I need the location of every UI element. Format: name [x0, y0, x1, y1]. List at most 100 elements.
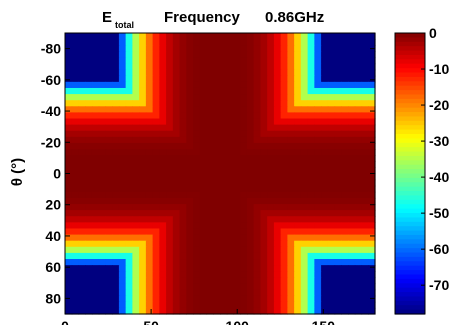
heatmap-cell: [186, 222, 194, 230]
heatmap-cell: [287, 167, 295, 175]
heatmap-cell: [112, 106, 120, 114]
heatmap-cell: [206, 204, 214, 211]
heatmap-cell: [65, 197, 73, 205]
heatmap-cell: [112, 234, 120, 242]
heatmap-cell: [199, 161, 208, 168]
heatmap-cell: [152, 216, 160, 223]
heatmap-cell: [361, 289, 369, 297]
heatmap-cell: [91, 75, 100, 83]
heatmap-cell: [132, 106, 140, 114]
heatmap-cell: [287, 75, 295, 83]
heatmap-cell: [166, 130, 174, 138]
heatmap-cell: [341, 69, 349, 77]
heatmap-cell: [240, 167, 248, 175]
heatmap-cell: [112, 259, 120, 266]
heatmap-cell: [78, 191, 86, 199]
heatmap-cell: [240, 45, 248, 52]
heatmap-cell: [314, 173, 322, 181]
heatmap-cell: [125, 130, 133, 138]
heatmap-cell: [71, 112, 80, 120]
heatmap-cell: [287, 179, 295, 187]
heatmap-cell: [166, 259, 174, 266]
heatmap-cell: [172, 185, 181, 193]
heatmap-cell: [280, 167, 288, 175]
heatmap-cell: [253, 271, 262, 278]
heatmap-cell: [65, 179, 73, 187]
heatmap-cell: [65, 33, 73, 40]
heatmap-cell: [152, 179, 160, 187]
heatmap-cell: [307, 252, 315, 260]
heatmap-cell: [159, 277, 167, 285]
heatmap-cell: [220, 252, 228, 260]
heatmap-cell: [253, 57, 262, 65]
heatmap-cell: [125, 234, 133, 242]
heatmap-cell: [78, 240, 86, 248]
heatmap-cell: [172, 222, 181, 230]
heatmap-cell: [334, 216, 342, 223]
heatmap-cell: [91, 234, 100, 242]
heatmap-cell: [112, 57, 120, 65]
heatmap-cell: [246, 149, 255, 156]
heatmap-cell: [321, 63, 329, 71]
heatmap-cell: [294, 106, 302, 114]
heatmap-cell: [287, 259, 295, 266]
heatmap-cell: [253, 124, 262, 132]
heatmap-cell: [233, 75, 241, 83]
heatmap-cell: [213, 94, 221, 101]
heatmap-cell: [112, 39, 120, 46]
heatmap-cell: [327, 179, 336, 187]
heatmap-cell: [260, 39, 268, 46]
heatmap-cell: [98, 197, 107, 205]
heatmap-cell: [294, 295, 302, 303]
heatmap-cell: [193, 81, 201, 89]
heatmap-cell: [71, 100, 80, 107]
heatmap-cell: [152, 252, 160, 260]
heatmap-cell: [341, 136, 349, 144]
heatmap-cell: [327, 94, 336, 101]
heatmap-cell: [172, 191, 181, 199]
heatmap-cell: [260, 112, 268, 120]
heatmap-cell: [179, 100, 187, 107]
heatmap-cell: [267, 69, 275, 77]
heatmap-cell: [139, 179, 147, 187]
heatmap-cell: [287, 39, 295, 46]
heatmap-cell: [267, 136, 275, 144]
heatmap-cell: [65, 130, 73, 138]
heatmap-cell: [78, 57, 86, 65]
heatmap-cell: [213, 252, 221, 260]
heatmap-cell: [85, 87, 93, 95]
heatmap-cell: [186, 45, 194, 52]
heatmap-cell: [139, 216, 147, 223]
heatmap-cell: [327, 124, 336, 132]
heatmap-cell: [327, 191, 336, 199]
heatmap-cell: [233, 295, 241, 303]
heatmap-cell: [354, 259, 363, 266]
heatmap-cell: [193, 45, 201, 52]
heatmap-cell: [300, 289, 309, 297]
heatmap-cell: [98, 57, 107, 65]
heatmap-cell: [321, 136, 329, 144]
heatmap-cell: [253, 33, 262, 40]
heatmap-cell: [98, 252, 107, 260]
heatmap-cell: [327, 130, 336, 138]
heatmap-cell: [246, 295, 255, 303]
heatmap-cell: [300, 100, 309, 107]
heatmap-cell: [65, 271, 73, 278]
heatmap-cell: [132, 204, 140, 211]
heatmap-cell: [179, 295, 187, 303]
heatmap-cell: [166, 33, 174, 40]
heatmap-cell: [240, 100, 248, 107]
heatmap-cell: [294, 252, 302, 260]
heatmap-cell: [220, 87, 228, 95]
heatmap-cell: [361, 252, 369, 260]
heatmap-cell: [193, 167, 201, 175]
heatmap-cell: [186, 271, 194, 278]
heatmap-cell: [139, 136, 147, 144]
heatmap-cell: [118, 234, 127, 242]
heatmap-cell: [179, 222, 187, 230]
heatmap-cell: [159, 39, 167, 46]
heatmap-cell: [287, 161, 295, 168]
heatmap-cell: [267, 87, 275, 95]
heatmap-cell: [334, 173, 342, 181]
heatmap-cell: [267, 106, 275, 114]
